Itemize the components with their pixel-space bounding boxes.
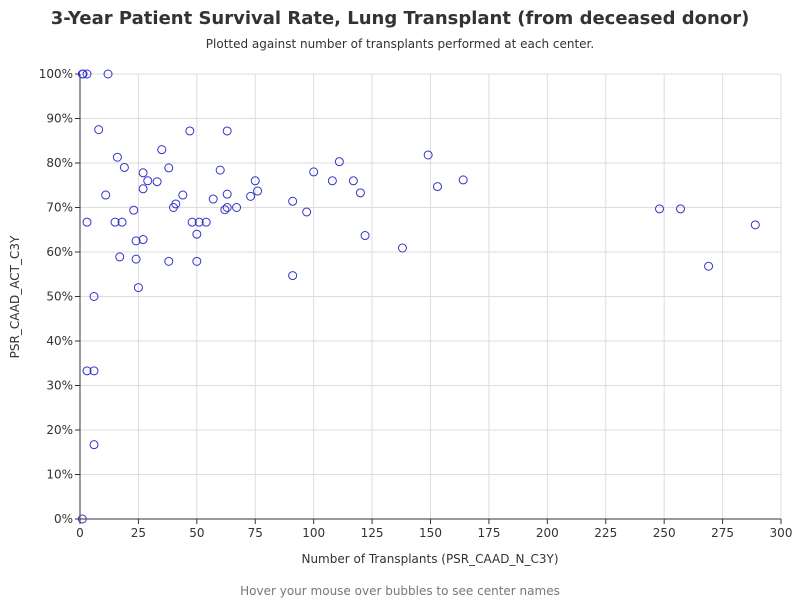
x-tick-label: 50	[189, 526, 204, 540]
data-point	[253, 186, 263, 196]
data-point	[143, 176, 153, 186]
data-point	[302, 207, 312, 217]
data-point	[82, 217, 92, 227]
data-point	[178, 190, 188, 200]
x-tick-label: 250	[653, 526, 676, 540]
data-point	[433, 182, 443, 192]
x-tick-label: 300	[770, 526, 793, 540]
y-tick-label: 100%	[39, 67, 73, 81]
data-point	[152, 177, 162, 187]
data-point	[232, 203, 242, 212]
data-point	[246, 191, 256, 201]
y-tick-label: 0%	[54, 512, 73, 526]
data-point	[215, 165, 225, 175]
data-point	[348, 176, 358, 186]
data-point	[208, 194, 218, 204]
x-tick-label: 275	[711, 526, 734, 540]
y-tick-label: 10%	[46, 468, 73, 482]
data-point	[458, 175, 468, 185]
data-point	[192, 229, 202, 239]
data-point	[220, 205, 230, 215]
data-point	[222, 189, 232, 199]
x-axis-label: Number of Transplants (PSR_CAAD_N_C3Y)	[301, 552, 558, 566]
x-tick-label: 200	[536, 526, 559, 540]
data-point	[185, 126, 195, 136]
data-point	[222, 203, 232, 212]
data-point	[77, 514, 87, 524]
data-point	[250, 176, 260, 186]
x-tick-label: 125	[361, 526, 384, 540]
data-point	[334, 157, 344, 167]
data-point	[164, 163, 174, 173]
data-point	[676, 204, 686, 214]
chart-title: 3-Year Patient Survival Rate, Lung Trans…	[50, 8, 750, 29]
data-point	[654, 204, 664, 214]
y-tick-label: 50%	[46, 290, 73, 304]
data-point	[112, 152, 122, 162]
data-point	[89, 440, 99, 450]
y-tick-label: 30%	[46, 379, 73, 393]
data-point	[89, 366, 99, 376]
data-point	[194, 217, 204, 227]
data-point	[168, 203, 178, 212]
data-point	[750, 220, 760, 230]
data-point	[222, 126, 232, 136]
data-point	[288, 196, 298, 206]
data-point	[103, 69, 113, 79]
data-point	[423, 150, 433, 160]
y-tick-label: 20%	[46, 423, 73, 437]
x-tick-label: 175	[477, 526, 500, 540]
y-axis-label: PSR_CAAD_ACT_C3Y	[8, 235, 22, 358]
data-point	[82, 69, 92, 79]
data-point	[89, 292, 99, 301]
data-point	[119, 162, 129, 172]
data-point	[131, 236, 141, 246]
data-point	[288, 271, 298, 281]
data-point	[192, 256, 202, 266]
x-tick-label: 75	[248, 526, 263, 540]
data-point	[101, 190, 111, 200]
y-axis-ticks: 0% 10% 20% 30% 40% 50% 60% 70% 80% 90% 100%	[39, 67, 80, 526]
y-tick-label: 60%	[46, 245, 73, 259]
data-point	[397, 243, 407, 253]
data-point	[355, 188, 365, 198]
x-tick-label: 150	[419, 526, 442, 540]
chart-subtitle: Plotted against number of transplants pe…	[205, 37, 595, 51]
x-axis-ticks: 0 25 50 75 100 125 150 175 200 225 250 275 300	[76, 519, 792, 540]
data-point	[309, 167, 319, 177]
data-point	[164, 256, 174, 266]
y-tick-label: 80%	[46, 156, 73, 170]
data-point	[704, 261, 714, 271]
data-point	[115, 252, 125, 262]
data-point	[360, 231, 370, 241]
y-tick-label: 40%	[46, 334, 73, 348]
data-point	[82, 366, 92, 376]
data-point	[138, 184, 148, 194]
data-point	[138, 235, 148, 245]
x-tick-label: 0	[76, 526, 84, 540]
y-tick-label: 70%	[46, 201, 73, 215]
data-point	[129, 205, 139, 215]
data-point	[138, 168, 148, 178]
chart-footer: Hover your mouse over bubbles to see cen…	[240, 584, 560, 598]
data-point	[327, 176, 337, 186]
data-point	[117, 217, 127, 227]
x-tick-label: 100	[302, 526, 325, 540]
data-point	[157, 145, 167, 155]
gridlines	[79, 73, 782, 520]
data-point	[133, 283, 143, 293]
y-tick-label: 90%	[46, 112, 73, 126]
data-point	[94, 125, 104, 135]
data-points	[77, 69, 760, 524]
x-tick-label: 25	[131, 526, 146, 540]
data-point	[201, 217, 211, 227]
x-tick-label: 225	[594, 526, 617, 540]
data-point	[110, 217, 120, 227]
data-point	[187, 217, 197, 227]
data-point	[78, 69, 88, 79]
data-point	[131, 254, 141, 264]
